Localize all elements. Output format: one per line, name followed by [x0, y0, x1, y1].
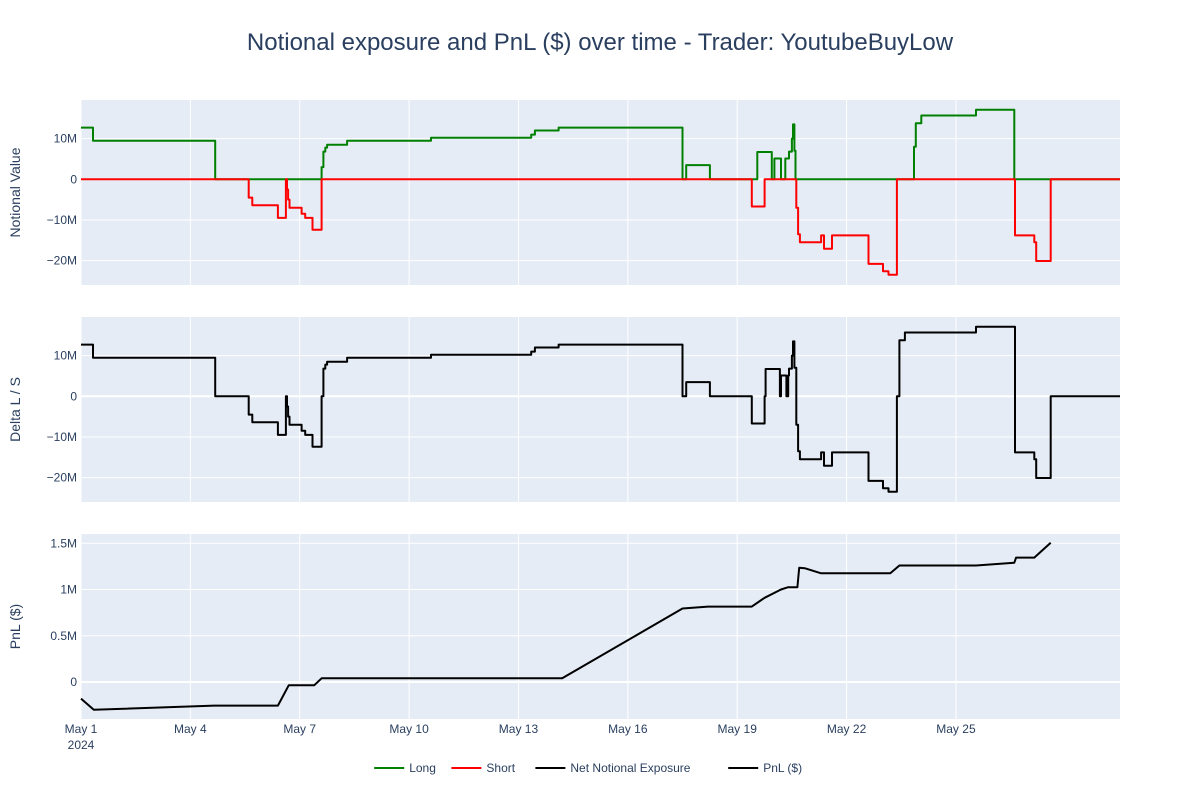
- legend-item: Net Notional Exposure: [535, 761, 691, 775]
- x-tick-sublabel: 2024: [68, 738, 95, 752]
- panel-2: 10M 0 −10M −20M Delta L / S: [7, 317, 1120, 502]
- panel-3: 1.5M 1M 0.5M 0 PnL ($): [7, 534, 1120, 719]
- series-line-net-notional-exposure: [81, 325, 1120, 493]
- legend-item: Short: [451, 761, 516, 775]
- x-tick-label: May 13: [499, 722, 539, 736]
- legend-item: Long: [374, 761, 436, 775]
- legend-label: Short: [486, 761, 515, 775]
- panel-1: 10M 0 −10M −20M Notional Value: [7, 100, 1120, 285]
- y-tick-label: 0: [70, 389, 77, 403]
- x-tick-label: May 10: [389, 722, 429, 736]
- series-line-short: [81, 178, 1120, 276]
- y-tick-label: 1M: [60, 583, 77, 597]
- y-tick-label: 10M: [54, 132, 77, 146]
- legend-label: Long: [409, 761, 436, 775]
- y-tick-label: 0: [70, 172, 77, 186]
- legend-label: Net Notional Exposure: [570, 761, 690, 775]
- x-tick-label: May 25: [936, 722, 976, 736]
- y-axis-title: Delta L / S: [7, 377, 23, 442]
- x-tick-label: May 7: [283, 722, 316, 736]
- x-tick-label: May 22: [827, 722, 867, 736]
- y-tick-label: −10M: [47, 430, 77, 444]
- legend-item: PnL ($): [728, 761, 802, 775]
- y-tick-label: −10M: [47, 213, 77, 227]
- y-tick-label: 10M: [54, 349, 77, 363]
- chart-title: Notional exposure and PnL ($) over time …: [247, 29, 954, 56]
- x-tick-label: May 1: [65, 722, 98, 736]
- series-line-pnl: [80, 542, 1052, 711]
- y-tick-label: 0: [70, 675, 77, 689]
- x-tick-label: May 4: [174, 722, 207, 736]
- y-tick-label: −20M: [47, 254, 77, 268]
- y-axis-title: Notional Value: [7, 147, 23, 237]
- y-axis-title: PnL ($): [7, 604, 23, 649]
- x-tick-label: May 16: [608, 722, 648, 736]
- y-tick-label: −20M: [47, 471, 77, 485]
- y-tick-label: 1.5M: [50, 536, 77, 550]
- plot-background: [81, 100, 1120, 285]
- y-tick-label: 0.5M: [50, 629, 77, 643]
- plot-background: [81, 317, 1120, 502]
- legend-label: PnL ($): [763, 761, 802, 775]
- plot-background: [81, 534, 1120, 719]
- x-tick-label: May 19: [718, 722, 758, 736]
